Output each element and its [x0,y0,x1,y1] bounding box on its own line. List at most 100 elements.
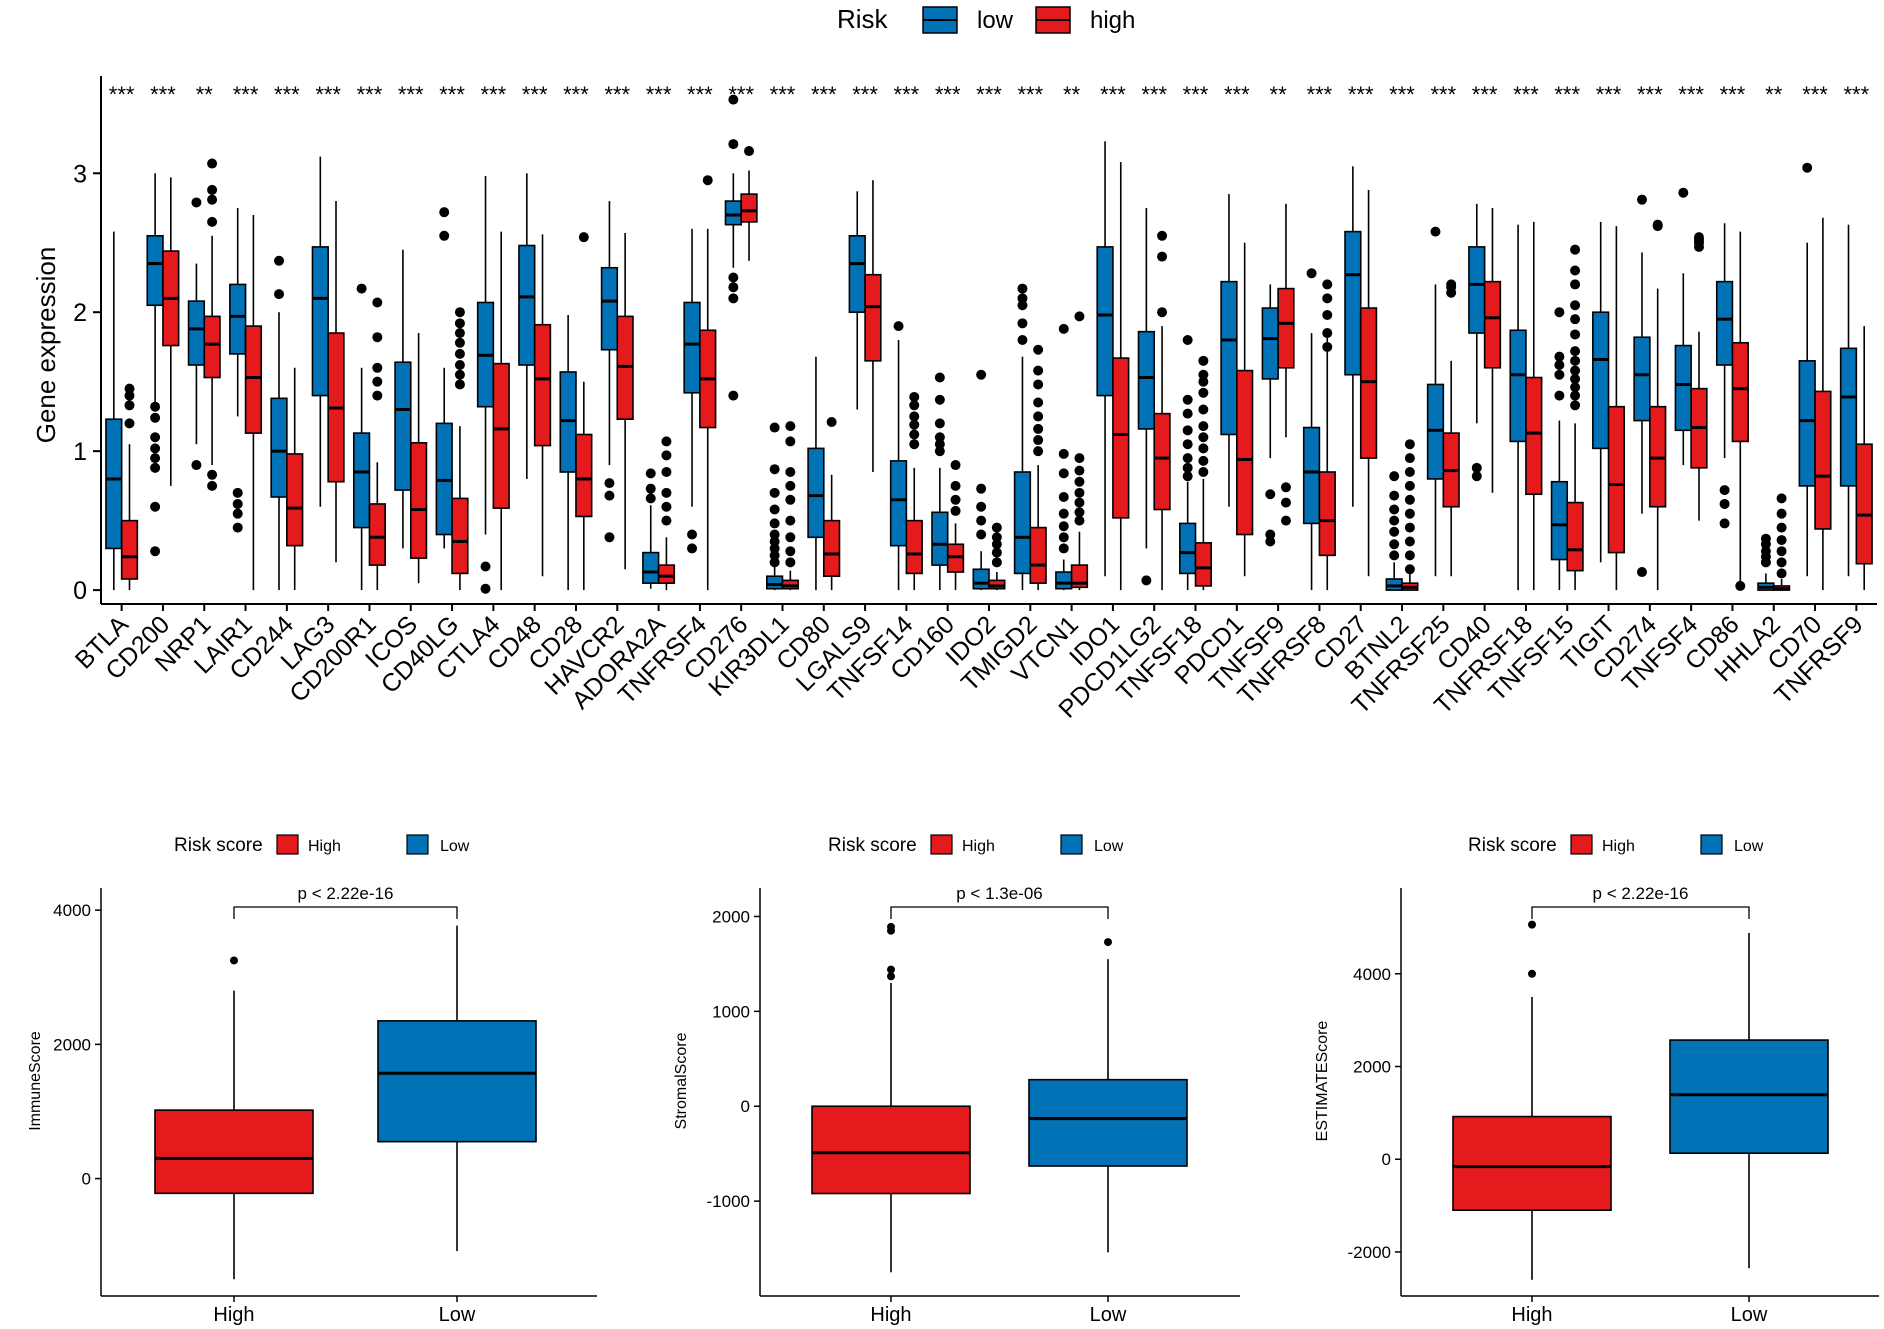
outlier-high [1198,404,1209,415]
outlier-low [1058,323,1069,334]
outlier-low [1182,335,1193,345]
significance-label: ** [196,82,214,107]
estimate-score-panel: Risk score High Low ESTIMATEScore -2000 0… [1314,834,1879,1326]
immune-pvalue-bracket [233,906,458,919]
outlier-high [1404,550,1415,561]
immune-legend-key-high [276,834,299,855]
significance-label: *** [233,82,259,107]
immune-low-box [377,1020,537,1143]
outlier-low [728,139,739,150]
box-low-box [311,246,329,397]
outlier-high [1776,546,1787,557]
outlier-high [1198,432,1209,443]
outlier-high [661,436,672,447]
outlier-low [976,529,987,540]
outlier-low [728,390,739,401]
outlier-high [785,480,796,491]
outlier-low [934,418,945,429]
outlier-high [454,337,465,348]
outlier-low [480,583,491,594]
outlier-high [950,494,961,505]
outlier-low [934,394,945,405]
outlier-low [604,490,615,501]
outlier-high [785,515,796,526]
outlier-high [372,390,383,401]
stromal-pvalue-label: p < 1.3e-06 [956,884,1043,903]
immune-x-tick-label: High [213,1304,254,1326]
top-y-tick-label: 1 [73,438,87,466]
outlier-low [150,453,161,464]
outlier-high [1652,219,1663,230]
gene-group: TIGIT*** [1556,82,1626,675]
significance-label: *** [1802,82,1828,107]
box-low-box [1715,280,1734,366]
significance-label: *** [315,82,341,107]
outlier-low [1182,408,1193,419]
outlier-high [1776,535,1787,546]
outlier-low [1719,485,1730,496]
outlier-high [1280,482,1291,493]
outlier-high [1198,369,1209,380]
box-low-box [848,234,866,314]
significance-label: *** [1430,82,1456,107]
outlier-low [1017,335,1028,345]
outlier-low [769,518,780,529]
outlier-high [1404,453,1415,464]
gene-group: CD244*** [224,82,304,685]
estimate-pvalue-bracket [1531,906,1750,919]
outlier-high [1280,515,1291,526]
outlier-low [1017,300,1028,311]
outlier-high [1033,397,1044,408]
estimate-y-tick-label: 4000 [1353,965,1391,984]
outlier-low [1719,498,1730,509]
outlier-high [372,376,383,387]
immune-y-tick-label: 0 [82,1170,91,1189]
outlier-low [1554,360,1565,371]
outlier-high [909,439,920,450]
outlier-high [991,547,1002,558]
outlier-high [1033,365,1044,376]
outlier-low [150,412,161,423]
outlier-high [1404,564,1415,575]
outlier-low [1389,515,1400,526]
box-low-box [352,432,371,529]
immune-y-axis-label: ImmuneScore [27,1031,44,1131]
estimate-y-axis-label: ESTIMATEScore [1314,1021,1331,1142]
stromal-outlier [1104,938,1112,947]
outlier-high [1404,467,1415,477]
significance-label: *** [1141,82,1167,107]
outlier-low [1265,529,1276,540]
outlier-high [1322,293,1333,304]
significance-label: *** [728,82,754,107]
box-high-box [1731,341,1749,443]
outlier-high [1074,311,1085,322]
outlier-high [991,539,1002,550]
outlier-low [1306,268,1317,279]
estimate-outlier [1528,969,1536,978]
significance-label: *** [522,82,548,107]
outlier-high [454,379,465,390]
stromal-low-box [1028,1078,1188,1167]
outlier-low [1182,462,1193,473]
outlier-high [991,557,1002,568]
outlier-low [934,372,945,383]
significance-label: *** [935,82,961,107]
outlier-high [702,175,713,186]
immune-y-tick-label: 4000 [53,901,91,920]
outlier-high [124,400,135,411]
box-low-box [724,200,742,226]
outlier-high [1074,515,1085,526]
gene-group: ICOS*** [360,82,428,673]
outlier-low [769,487,780,498]
outlier-low [232,522,243,533]
significance-label: *** [357,82,383,107]
outlier-high [950,505,961,516]
outlier-low [976,483,987,494]
immune-legend-label-high: High [308,838,341,855]
outlier-high [909,391,920,402]
box-high-box [1236,369,1254,536]
outlier-high [1033,446,1044,457]
stromal-outlier [887,922,895,931]
top-legend: Risk low high [837,4,1135,34]
outlier-low [1017,293,1028,304]
